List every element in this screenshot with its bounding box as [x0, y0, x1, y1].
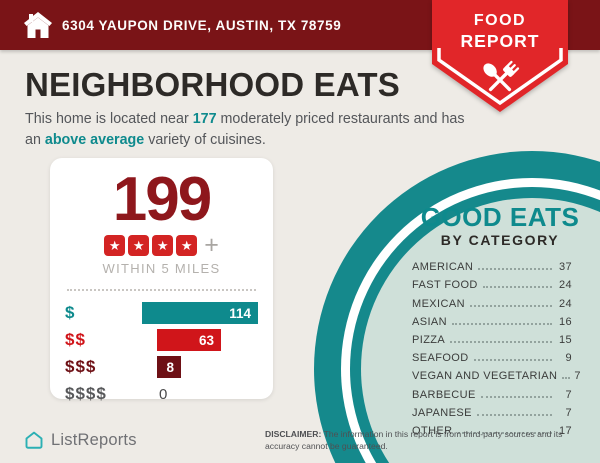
- page-subtitle: This home is located near 177 moderately…: [25, 111, 465, 149]
- price-tier-row: $ 114: [65, 302, 258, 325]
- price-tier-row: $$ 63: [65, 329, 258, 352]
- dot-leader: [473, 359, 552, 362]
- dot-leader: [482, 286, 552, 289]
- category-row: ASIAN 16: [412, 315, 572, 328]
- price-tier-bar: 8: [157, 356, 181, 379]
- price-tier-row: $$$$ 0: [65, 383, 258, 405]
- radius-label: WITHIN 5 MILES: [102, 261, 221, 277]
- utensils-icon: [483, 60, 520, 92]
- price-tier-value: 8: [166, 359, 174, 375]
- dot-leader: [452, 322, 552, 325]
- price-tier-bar: 63: [157, 329, 221, 352]
- total-restaurant-count: 199: [112, 165, 212, 234]
- star-tile: ★: [128, 234, 150, 256]
- price-tier-value: 114: [229, 305, 251, 321]
- price-tier-label: $$$: [65, 357, 97, 377]
- dot-leader: [478, 268, 552, 271]
- brand-name: ListReports: [51, 430, 137, 449]
- price-tier-bar: 0: [157, 383, 258, 405]
- category-row: JAPANESE 7: [412, 406, 572, 419]
- price-tier-label: $$: [65, 330, 86, 350]
- restaurant-summary-card: 199 ★ ★ ★ ★ + WITHIN 5 MILES $ 114 $$ 63 $$$…: [50, 158, 273, 403]
- price-tier-bar: 114: [142, 302, 258, 325]
- listreports-logo: ListReports: [24, 430, 137, 450]
- price-tier-label: $$$$: [65, 384, 107, 404]
- plus-sign: +: [204, 231, 219, 260]
- category-row: FAST FOOD 24: [412, 279, 572, 292]
- dot-leader: [457, 431, 552, 434]
- star-tile: ★: [104, 234, 126, 256]
- category-row: PIZZA 15: [412, 333, 572, 346]
- dot-leader: [562, 377, 571, 380]
- category-row: VEGAN AND VEGETARIAN 7: [412, 370, 581, 383]
- category-row: OTHER 17: [412, 424, 572, 437]
- variety-highlight: above average: [44, 132, 145, 149]
- price-tier-value: 0: [159, 385, 168, 403]
- price-tier-label: $: [65, 303, 76, 323]
- restaurant-count: 177: [192, 111, 217, 127]
- house-icon: [24, 12, 52, 38]
- good-eats-title: GOOD EATS: [420, 202, 580, 232]
- star-tile: ★: [152, 234, 174, 256]
- card-divider: [67, 289, 256, 292]
- badge-label-report: REPORT: [460, 31, 540, 51]
- price-tier-row: $$$ 8: [65, 356, 258, 379]
- good-eats-subtitle: BY CATEGORY: [440, 232, 560, 248]
- dot-leader: [476, 413, 552, 416]
- badge-label-food: FOOD: [473, 12, 527, 29]
- price-tier-value: 63: [198, 332, 214, 348]
- listreports-house-icon: [25, 431, 43, 449]
- category-row: MEXICAN 24: [412, 297, 572, 310]
- dot-leader: [480, 395, 552, 398]
- dot-leader: [469, 304, 552, 307]
- star-tile: ★: [176, 234, 198, 256]
- food-report-badge: FOOD REPORT: [432, 0, 568, 116]
- category-row: SEAFOOD 9: [412, 352, 572, 365]
- category-row: BARBECUE 7: [412, 388, 572, 401]
- rating-stars: ★ ★ ★ ★ +: [65, 231, 258, 260]
- dot-leader: [450, 340, 552, 343]
- category-row: AMERICAN 37: [412, 261, 572, 274]
- disclaimer-text: DISCLAIMER: The information in this repo…: [265, 429, 563, 452]
- property-address: 6304 YAUPON DRIVE, AUSTIN, TX 78759: [62, 17, 342, 33]
- page-title: NEIGHBORHOOD EATS: [25, 66, 400, 103]
- price-tier-chart: $ 114 $$ 63 $$$ 8 $$$$ 0: [65, 302, 258, 405]
- category-list: AMERICAN 37 FAST FOOD 24 MEXICAN 24 ASIAN 16…: [412, 257, 581, 439]
